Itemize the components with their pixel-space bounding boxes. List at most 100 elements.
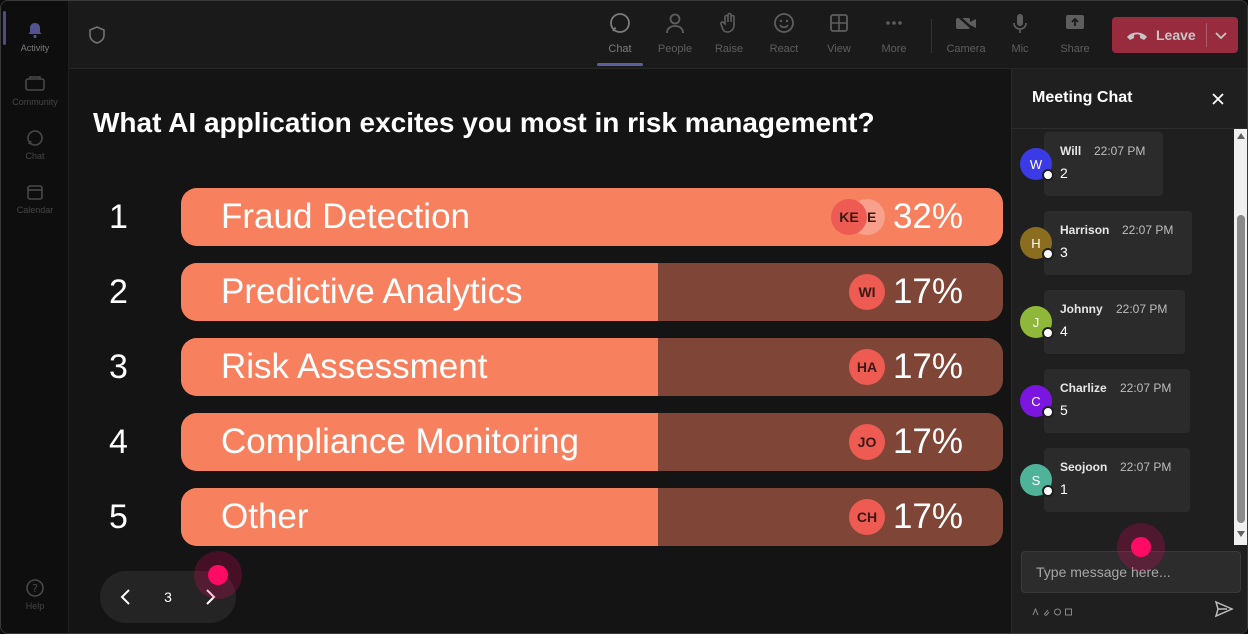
avatar[interactable]: H xyxy=(1020,227,1054,260)
poll-option-row[interactable]: 3 Risk Assessment HA 17% xyxy=(69,338,1011,396)
toolbar-raise-button[interactable]: Raise xyxy=(704,11,754,63)
poll-stage: What AI application excites you most in … xyxy=(69,69,1011,633)
toolbar-label: Chat xyxy=(608,43,632,55)
toolbar-view-button[interactable]: View xyxy=(814,11,864,63)
rail-label: Calendar xyxy=(16,205,54,215)
chat-header: Meeting Chat xyxy=(1012,69,1247,129)
chat-message[interactable]: Charlize 22:07 PM 5 xyxy=(1044,369,1190,433)
toolbar-more-button[interactable]: More xyxy=(869,11,919,63)
leave-button[interactable]: Leave xyxy=(1112,17,1238,53)
avatar[interactable]: J xyxy=(1020,306,1054,339)
toolbar-label: People xyxy=(657,43,693,55)
voter-avatar: JO xyxy=(849,424,885,460)
emoji-icon[interactable] xyxy=(1054,603,1061,616)
scroll-down-icon[interactable] xyxy=(1237,531,1245,537)
help-icon: ? xyxy=(24,577,46,599)
chat-message[interactable]: Seojoon 22:07 PM 1 xyxy=(1044,448,1190,512)
mic-icon xyxy=(1008,11,1032,35)
close-icon[interactable] xyxy=(1210,91,1226,107)
community-icon xyxy=(24,73,46,95)
message-body: 3 xyxy=(1060,244,1068,260)
avatar[interactable]: S xyxy=(1020,464,1054,497)
smiley-icon xyxy=(772,11,796,35)
message-author: Charlize xyxy=(1060,381,1107,395)
chat-message-input[interactable] xyxy=(1036,552,1236,592)
meeting-toolbar: Chat People Raise React View xyxy=(69,1,1247,69)
toolbar-camera-button[interactable]: Camera xyxy=(941,11,991,63)
option-label: Other xyxy=(221,497,309,536)
toolbar-label: React xyxy=(769,43,799,55)
avatar[interactable]: W xyxy=(1020,148,1054,181)
toolbar-share-button[interactable]: Share xyxy=(1050,11,1100,63)
message-author: Will xyxy=(1060,144,1082,158)
presence-status-icon xyxy=(1042,327,1054,339)
shield-icon[interactable] xyxy=(87,25,107,45)
avatar-initial: W xyxy=(1029,156,1043,172)
meeting-chat-panel: Meeting Chat Will 22:07 PM 2 W Harrison 22:07… xyxy=(1011,69,1247,633)
message-time: 22:07 PM xyxy=(1120,381,1172,395)
option-percent: 17% xyxy=(892,272,963,311)
format-icon[interactable] xyxy=(1032,603,1039,616)
avatar[interactable]: C xyxy=(1020,385,1054,418)
voter-avatar: HA xyxy=(849,349,885,385)
rail-item-activity[interactable]: Activity xyxy=(1,9,69,61)
scrollbar-thumb[interactable] xyxy=(1237,215,1245,523)
presence-status-icon xyxy=(1042,169,1054,181)
toolbar-label: Raise xyxy=(714,43,744,55)
gif-icon[interactable] xyxy=(1065,603,1072,616)
share-icon xyxy=(1063,11,1087,35)
option-label: Compliance Monitoring xyxy=(221,422,579,461)
avatar-initial: H xyxy=(1031,235,1041,251)
poll-option-row[interactable]: 2 Predictive Analytics WI 17% xyxy=(69,263,1011,321)
chevron-left-icon[interactable] xyxy=(116,587,136,607)
option-percent: 32% xyxy=(892,197,963,236)
chat-message[interactable]: Johnny 22:07 PM 4 xyxy=(1044,290,1185,354)
toolbar-mic-button[interactable]: Mic xyxy=(995,11,1045,63)
chevron-down-icon[interactable] xyxy=(1214,29,1228,41)
bell-icon xyxy=(24,19,46,41)
presence-status-icon xyxy=(1042,485,1054,497)
option-label: Risk Assessment xyxy=(221,347,488,386)
option-bar: Fraud Detection SE KE 32% xyxy=(181,188,1003,246)
send-icon[interactable] xyxy=(1214,599,1234,619)
chat-compose-box[interactable] xyxy=(1021,551,1241,593)
option-number: 1 xyxy=(109,198,128,236)
chat-scrollbar[interactable] xyxy=(1234,129,1247,545)
rail-item-calendar[interactable]: Calendar xyxy=(1,171,69,223)
option-bar-fill xyxy=(181,488,658,546)
scroll-up-icon[interactable] xyxy=(1237,133,1245,139)
rail-label: Help xyxy=(25,601,45,611)
message-body: 2 xyxy=(1060,165,1068,181)
chat-icon xyxy=(24,127,46,149)
rail-item-community[interactable]: Community xyxy=(1,63,69,115)
page-number: 3 xyxy=(164,589,172,605)
option-number: 3 xyxy=(109,348,128,386)
toolbar-react-button[interactable]: React xyxy=(759,11,809,63)
rail-item-help[interactable]: ? Help xyxy=(1,567,69,619)
message-body: 4 xyxy=(1060,323,1068,339)
presence-status-icon xyxy=(1042,248,1054,260)
poll-option-row[interactable]: 1 Fraud Detection SE KE 32% xyxy=(69,188,1011,246)
rail-item-chat[interactable]: Chat xyxy=(1,117,69,169)
chevron-right-icon[interactable] xyxy=(200,587,220,607)
toolbar-people-button[interactable]: People xyxy=(650,11,700,63)
chat-message[interactable]: Will 22:07 PM 2 xyxy=(1044,132,1163,196)
attach-icon[interactable] xyxy=(1043,603,1050,616)
message-time: 22:07 PM xyxy=(1120,460,1172,474)
chat-message[interactable]: Harrison 22:07 PM 3 xyxy=(1044,211,1192,275)
toolbar-label: Share xyxy=(1060,43,1090,55)
voter-avatar: CH xyxy=(849,499,885,535)
poll-option-row[interactable]: 5 Other CH 17% xyxy=(69,488,1011,546)
poll-option-row[interactable]: 4 Compliance Monitoring JO 17% xyxy=(69,413,1011,471)
rail-label: Chat xyxy=(25,151,45,161)
toolbar-label: View xyxy=(827,43,851,55)
option-number: 4 xyxy=(109,423,128,461)
toolbar-label: Camera xyxy=(946,43,986,55)
chat-title: Meeting Chat xyxy=(1032,89,1133,106)
message-body: 5 xyxy=(1060,402,1068,418)
presence-status-icon xyxy=(1042,406,1054,418)
people-icon xyxy=(663,11,687,35)
toolbar-chat-button[interactable]: Chat xyxy=(595,11,645,63)
left-rail: Activity Community Chat Calendar ? Help xyxy=(1,1,69,633)
option-bar: Other CH 17% xyxy=(181,488,1003,546)
